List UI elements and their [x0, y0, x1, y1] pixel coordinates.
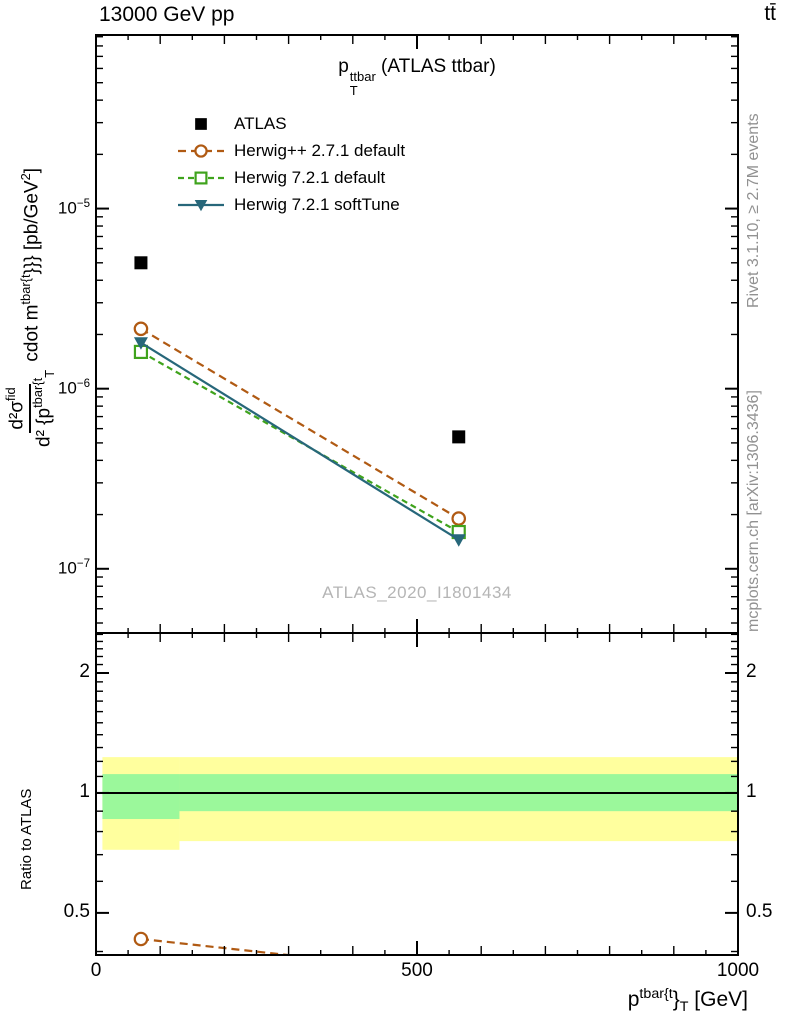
- plot-title: p ttbar T (ATLAS ttbar): [338, 56, 496, 98]
- ratio-tick-label-left: 2: [79, 660, 90, 682]
- ratio-tick-label-left: 1: [79, 780, 90, 802]
- legend-item-label: Herwig 7.2.1 default: [234, 167, 386, 187]
- ratio-tick-label-right: 1: [746, 780, 757, 802]
- beam-energy-title: 13000 GeV pp: [99, 3, 235, 26]
- main-series: [133, 256, 467, 547]
- legend-marker-icon: [178, 199, 224, 211]
- analysis-watermark: ATLAS_2020_I1801434: [322, 583, 512, 602]
- y-tick-label: 10−7: [57, 557, 90, 578]
- legend-marker-icon: [178, 143, 224, 158]
- x-axis-label: ptbar{t}T [GeV]: [627, 986, 748, 1016]
- ratio-axis-label: Ratio to ATLAS: [18, 788, 35, 890]
- x-tick-label: 0: [90, 960, 102, 981]
- ratio-tick-label-right: 0.5: [746, 900, 773, 922]
- y-tick-label: 10−6: [57, 377, 90, 398]
- legend-item-label: Herwig 7.2.1 softTune: [234, 194, 400, 214]
- x-tick-label: 500: [401, 960, 433, 981]
- legend-item-label: Herwig++ 2.7.1 default: [234, 140, 406, 160]
- legend-marker-icon: [178, 170, 224, 185]
- ratio-uncertainty-bands: [96, 757, 738, 850]
- legend-item: Herwig++ 2.7.1 default: [178, 137, 405, 164]
- rivet-version-note: Rivet 3.1.10, ≥ 2.7M events: [745, 113, 762, 308]
- ratio-tick-label-right: 2: [746, 660, 757, 682]
- legend-item: Herwig 7.2.1 softTune: [178, 191, 405, 218]
- legend-item: ATLAS: [178, 110, 405, 137]
- legend-item: Herwig 7.2.1 default: [178, 164, 405, 191]
- ratio-series: [133, 931, 298, 955]
- y-tick-label: 10−5: [57, 197, 90, 218]
- ratio-tick-label-left: 0.5: [63, 900, 90, 922]
- legend-item-label: ATLAS: [234, 113, 287, 133]
- legend-marker-icon: [195, 117, 207, 130]
- process-title: tt̄: [764, 2, 776, 25]
- x-tick-label: 1000: [716, 960, 760, 981]
- mcplots-reference-note: mcplots.cern.ch [arXiv:1306.3436]: [745, 390, 762, 632]
- axes-frame: [95, 34, 739, 956]
- legend: ATLAS Herwig++ 2.7.1 default Herwig 7.2.1 …: [178, 110, 405, 218]
